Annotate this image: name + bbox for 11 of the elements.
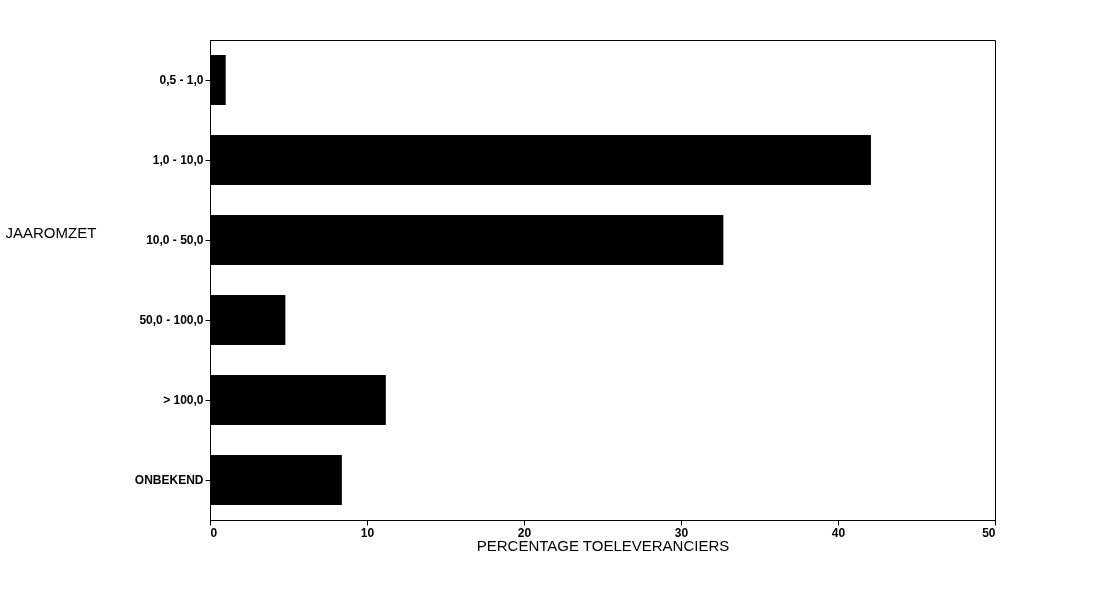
y-tick-label: ONBEKEND <box>134 473 204 487</box>
y-tick-label: > 100,0 <box>163 393 204 407</box>
y-tick-label: 10,0 - 50,0 <box>146 233 204 247</box>
y-tick-label: 50,0 - 100,0 <box>139 313 204 327</box>
x-tick-label: 40 <box>831 525 846 540</box>
x-tick-label: 0 <box>210 525 218 540</box>
y-tick-label: 1,0 - 10,0 <box>152 153 204 167</box>
y-axis-title: JAAROMZET <box>5 223 97 241</box>
x-tick-label: 10 <box>360 525 375 540</box>
y-tick-label: 0,5 - 1,0 <box>159 73 204 87</box>
x-tick-label: 50 <box>982 525 996 540</box>
